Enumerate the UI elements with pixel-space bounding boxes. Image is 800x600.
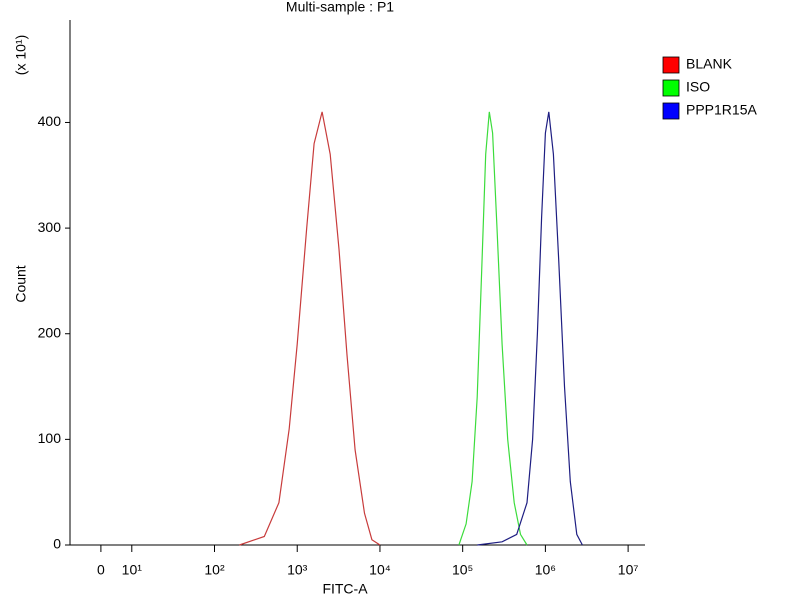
y-tick-label: 200 bbox=[38, 324, 62, 340]
chart-title: Multi-sample : P1 bbox=[286, 0, 394, 15]
x-tick-label: 0 bbox=[97, 562, 105, 578]
legend-swatch bbox=[662, 56, 680, 74]
histogram-line bbox=[458, 111, 528, 546]
y-tick-label: 0 bbox=[53, 536, 61, 552]
histogram-line bbox=[477, 111, 583, 546]
x-tick-label: 10⁶ bbox=[535, 562, 556, 578]
legend-label: PPP1R15A bbox=[686, 102, 757, 118]
x-axis-label: FITC-A bbox=[322, 581, 368, 597]
y-tick-label: 100 bbox=[38, 430, 62, 446]
y-axis-label: Count bbox=[13, 265, 29, 302]
x-tick-label: 10⁷ bbox=[618, 562, 639, 578]
y-tick-label: 300 bbox=[38, 219, 62, 235]
x-tick-label: 10¹ bbox=[122, 562, 143, 578]
x-tick-label: 10⁵ bbox=[452, 562, 473, 578]
legend-swatch bbox=[662, 79, 680, 97]
x-tick-label: 10⁴ bbox=[369, 562, 391, 578]
x-tick-label: 10² bbox=[204, 562, 225, 578]
legend-label: BLANK bbox=[686, 56, 733, 72]
y-multiplier: (x 10¹) bbox=[13, 35, 29, 75]
legend-swatch bbox=[662, 102, 680, 120]
histogram-line bbox=[239, 111, 381, 546]
legend-label: ISO bbox=[686, 79, 710, 95]
x-tick-label: 10³ bbox=[287, 562, 308, 578]
y-tick-label: 400 bbox=[38, 113, 62, 129]
